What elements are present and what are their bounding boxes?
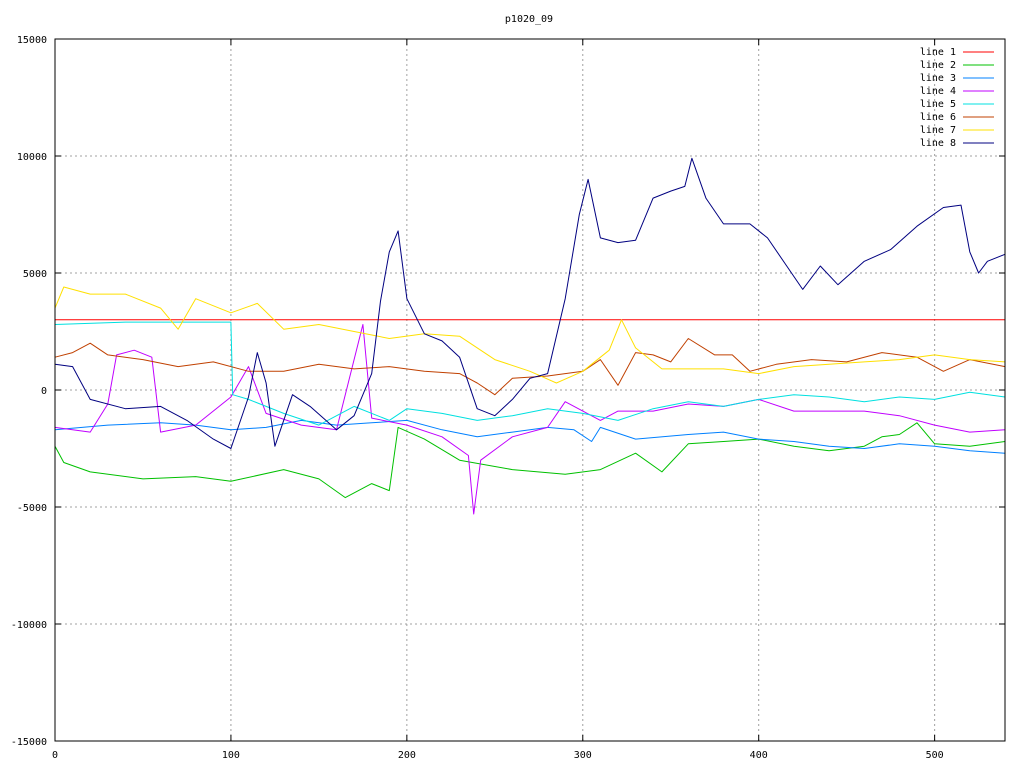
- x-tick-label: 400: [750, 750, 768, 761]
- series-lines: [54, 157, 1006, 515]
- y-tick-label: 0: [41, 386, 47, 397]
- legend-label: line 4: [920, 86, 956, 97]
- legend: line 1 line 2 line 3 line 4 line 5 line 6 line…: [920, 47, 994, 149]
- series-line-7: [54, 286, 1006, 384]
- series-line-5: [54, 321, 1006, 426]
- x-tick-label: 300: [574, 750, 592, 761]
- legend-label: line 1: [920, 47, 956, 58]
- legend-label: line 6: [920, 112, 956, 123]
- y-tick-label: -15000: [11, 737, 47, 748]
- grid: [55, 39, 1005, 741]
- y-tick-label: -10000: [11, 620, 47, 631]
- series-line-2: [54, 422, 1006, 499]
- y-tick-label: 15000: [17, 35, 47, 46]
- legend-label: line 7: [920, 125, 956, 136]
- legend-label: line 8: [920, 138, 956, 149]
- legend-label: line 5: [920, 99, 956, 110]
- y-tick-label: 5000: [23, 269, 47, 280]
- chart-title: p1020_09: [505, 14, 553, 25]
- y-tick-label: -5000: [17, 503, 47, 514]
- x-tick-label: 0: [52, 750, 58, 761]
- series-line-4: [54, 324, 1006, 515]
- legend-label: line 2: [920, 60, 956, 71]
- series-line-6: [54, 338, 1006, 396]
- series-line-8: [54, 157, 1006, 449]
- plot-frame: [54, 38, 1006, 742]
- y-tick-label: 10000: [17, 152, 47, 163]
- x-tick-label: 200: [398, 750, 416, 761]
- legend-label: line 3: [920, 73, 956, 84]
- x-tick-label: 100: [222, 750, 240, 761]
- x-tick-label: 500: [926, 750, 944, 761]
- axis-ticks: 0 100 200 300 400 500 -15000 -10000 -5000 0 5000 10…: [11, 35, 1005, 761]
- series-line-3: [54, 419, 1006, 454]
